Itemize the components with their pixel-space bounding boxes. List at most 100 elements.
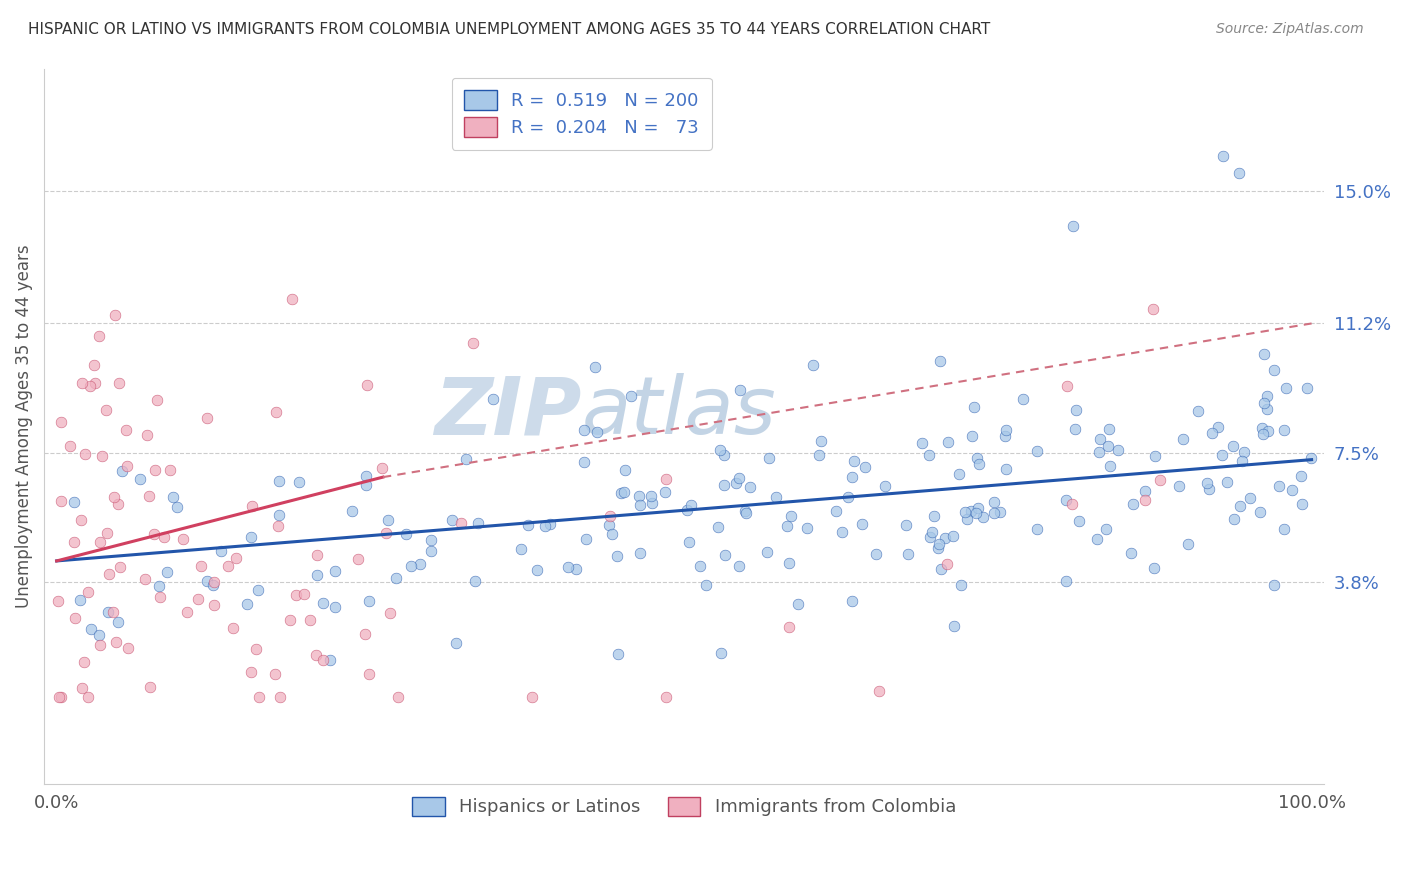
- Point: [240, 530, 263, 544]
- Point: [347, 552, 370, 566]
- Point: [709, 443, 731, 458]
- Point: [89, 628, 111, 642]
- Point: [73, 655, 96, 669]
- Point: [1230, 453, 1253, 467]
- Point: [62, 535, 84, 549]
- Point: [1223, 512, 1246, 526]
- Point: [267, 518, 290, 533]
- Point: [988, 505, 1011, 519]
- Point: [1195, 476, 1218, 491]
- Point: [605, 549, 627, 564]
- Point: [84, 376, 107, 390]
- Point: [929, 353, 952, 368]
- Point: [758, 450, 780, 465]
- Point: [1299, 451, 1322, 466]
- Point: [419, 533, 441, 548]
- Point: [1098, 422, 1121, 436]
- Point: [1062, 219, 1084, 233]
- Point: [1281, 483, 1303, 497]
- Point: [49, 415, 72, 429]
- Point: [107, 497, 129, 511]
- Point: [557, 560, 579, 574]
- Point: [778, 620, 800, 634]
- Point: [1263, 578, 1285, 592]
- Point: [387, 690, 409, 705]
- Point: [51, 690, 73, 705]
- Legend: Hispanics or Latinos, Immigrants from Colombia: Hispanics or Latinos, Immigrants from Co…: [404, 788, 965, 825]
- Point: [323, 599, 346, 614]
- Point: [108, 560, 131, 574]
- Point: [681, 498, 703, 512]
- Point: [48, 690, 70, 704]
- Point: [143, 527, 166, 541]
- Point: [654, 472, 676, 486]
- Point: [897, 547, 920, 561]
- Point: [94, 403, 117, 417]
- Point: [778, 557, 800, 571]
- Point: [873, 479, 896, 493]
- Point: [943, 619, 966, 633]
- Point: [728, 559, 751, 574]
- Point: [1239, 491, 1261, 505]
- Point: [936, 434, 959, 449]
- Point: [654, 485, 676, 500]
- Point: [225, 551, 247, 566]
- Point: [911, 436, 934, 450]
- Point: [689, 559, 711, 574]
- Point: [1216, 475, 1239, 489]
- Point: [1229, 500, 1251, 514]
- Point: [285, 588, 308, 602]
- Point: [139, 680, 162, 694]
- Point: [70, 376, 93, 390]
- Point: [356, 477, 378, 491]
- Point: [1291, 497, 1313, 511]
- Point: [707, 520, 730, 534]
- Point: [1097, 439, 1119, 453]
- Point: [994, 423, 1017, 437]
- Point: [149, 590, 172, 604]
- Point: [918, 448, 941, 462]
- Point: [1064, 422, 1087, 436]
- Point: [967, 457, 990, 471]
- Point: [467, 516, 489, 531]
- Point: [1222, 439, 1244, 453]
- Point: [97, 566, 120, 581]
- Point: [695, 578, 717, 592]
- Point: [801, 358, 824, 372]
- Point: [1198, 483, 1220, 497]
- Point: [810, 434, 832, 449]
- Point: [323, 564, 346, 578]
- Point: [868, 684, 890, 698]
- Point: [1088, 445, 1111, 459]
- Point: [602, 527, 624, 541]
- Point: [1256, 389, 1278, 403]
- Point: [1267, 478, 1289, 492]
- Text: ZIP: ZIP: [434, 373, 582, 451]
- Point: [865, 547, 887, 561]
- Point: [586, 425, 609, 440]
- Point: [312, 596, 335, 610]
- Point: [63, 611, 86, 625]
- Point: [607, 648, 630, 662]
- Point: [922, 509, 945, 524]
- Point: [1257, 424, 1279, 438]
- Point: [143, 463, 166, 477]
- Point: [520, 690, 543, 705]
- Point: [1187, 404, 1209, 418]
- Point: [190, 559, 212, 574]
- Text: Source: ZipAtlas.com: Source: ZipAtlas.com: [1216, 22, 1364, 37]
- Point: [1056, 379, 1078, 393]
- Point: [481, 392, 503, 406]
- Point: [1251, 427, 1274, 442]
- Point: [187, 592, 209, 607]
- Point: [305, 548, 328, 562]
- Point: [1135, 483, 1157, 498]
- Point: [654, 690, 676, 705]
- Point: [380, 606, 402, 620]
- Point: [359, 594, 381, 608]
- Point: [59, 440, 82, 454]
- Point: [292, 586, 315, 600]
- Point: [117, 640, 139, 655]
- Point: [440, 513, 463, 527]
- Point: [808, 448, 831, 462]
